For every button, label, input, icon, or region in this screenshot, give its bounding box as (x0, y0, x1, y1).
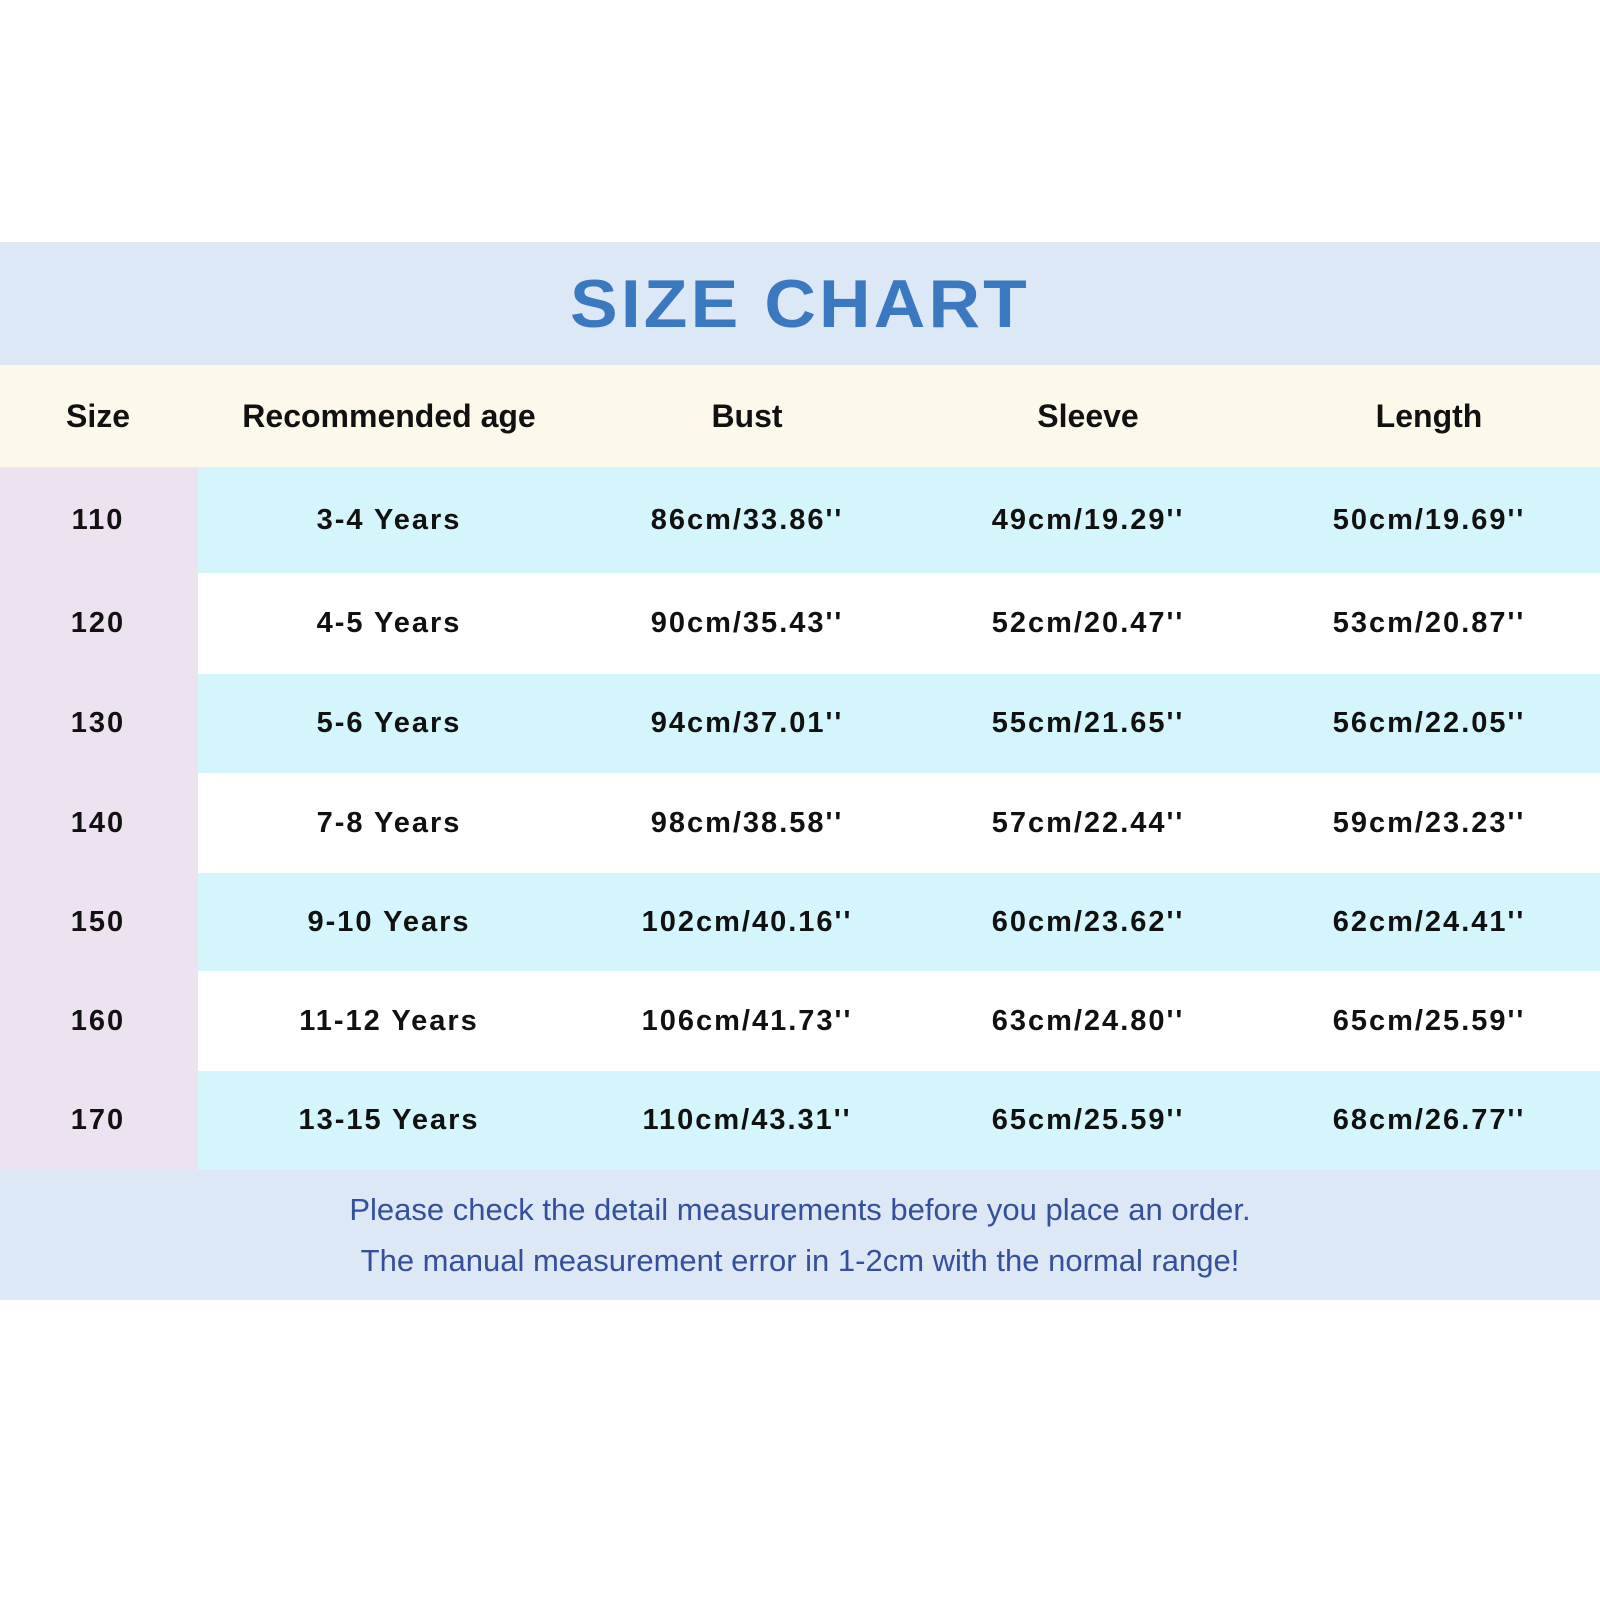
cell-age: 3-4 Years (316, 503, 462, 536)
column-header-length: Length (1375, 397, 1483, 434)
size-column-bg (0, 773, 198, 873)
cell-length: 65cm/25.59'' (1332, 1004, 1526, 1037)
size-column-bg (0, 873, 198, 971)
cell-age: 13-15 Years (298, 1104, 480, 1136)
cell-length: 59cm/23.23'' (1332, 806, 1526, 839)
cell-bust: 98cm/38.58'' (650, 806, 844, 839)
cell-size: 150 (70, 905, 126, 938)
table-row: 110 3-4 Years 86cm/33.86'' 49cm/19.29'' 50cm… (0, 467, 1600, 573)
column-header-age: Recommended age (242, 397, 536, 434)
footer-note: Please check the detail measurements bef… (0, 1170, 1600, 1300)
column-header-size: Size (65, 397, 131, 434)
cell-sleeve: 49cm/19.29'' (991, 503, 1185, 536)
title-band: SIZE CHART (0, 242, 1600, 365)
column-header-bust: Bust (711, 397, 783, 434)
footer-line-2: The manual measurement error in 1-2cm wi… (360, 1243, 1240, 1278)
cell-sleeve: 55cm/21.65'' (991, 707, 1185, 739)
cell-length: 53cm/20.87'' (1332, 607, 1526, 639)
size-column-bg (0, 971, 198, 1071)
cell-bust: 106cm/41.73'' (641, 1004, 853, 1037)
column-header-sleeve: Sleeve (1037, 397, 1139, 434)
cell-sleeve: 60cm/23.62'' (991, 905, 1185, 938)
size-column-bg (0, 674, 198, 773)
cell-bust: 94cm/37.01'' (650, 707, 844, 739)
cell-size: 140 (70, 806, 126, 839)
cell-length: 62cm/24.41'' (1332, 905, 1526, 938)
cell-bust: 102cm/40.16'' (641, 905, 853, 938)
cell-age: 4-5 Years (316, 607, 462, 639)
cell-size: 170 (70, 1104, 126, 1136)
footer-line-1: Please check the detail measurements bef… (349, 1192, 1251, 1227)
cell-length: 50cm/19.69'' (1332, 503, 1526, 536)
cell-sleeve: 57cm/22.44'' (991, 806, 1185, 839)
page-title: SIZE CHART (570, 265, 1030, 342)
cell-bust: 90cm/35.43'' (650, 607, 844, 639)
cell-size: 120 (70, 607, 126, 639)
cell-bust: 110cm/43.31'' (642, 1104, 852, 1136)
table-header: Size Recommended age Bust Sleeve Length (0, 365, 1600, 467)
table-row: 170 13-15 Years 110cm/43.31'' 65cm/25.59'' 6… (0, 1071, 1600, 1170)
cell-size: 160 (70, 1004, 126, 1037)
cell-length: 68cm/26.77'' (1332, 1104, 1526, 1136)
cell-sleeve: 65cm/25.59'' (991, 1104, 1185, 1136)
cell-age: 9-10 Years (307, 905, 471, 938)
cell-size: 130 (70, 707, 126, 739)
cell-length: 56cm/22.05'' (1332, 707, 1526, 739)
cell-age: 5-6 Years (316, 707, 462, 739)
cell-age: 7-8 Years (316, 806, 462, 839)
size-column-bg (0, 467, 198, 573)
size-column-bg (0, 573, 198, 674)
cell-size: 110 (71, 503, 125, 536)
table-row: 120 4-5 Years 90cm/35.43'' 52cm/20.47'' 53cm… (0, 573, 1600, 674)
cell-sleeve: 63cm/24.80'' (991, 1004, 1185, 1037)
cell-bust: 86cm/33.86'' (650, 503, 844, 536)
size-column-bg (0, 1071, 198, 1170)
cell-sleeve: 52cm/20.47'' (991, 607, 1185, 639)
table-row: 150 9-10 Years 102cm/40.16'' 60cm/23.62'' 62… (0, 873, 1600, 971)
table-row: 160 11-12 Years 106cm/41.73'' 63cm/24.80'' 6… (0, 971, 1600, 1071)
table-row: 140 7-8 Years 98cm/38.58'' 57cm/22.44'' 59cm… (0, 773, 1600, 873)
cell-age: 11-12 Years (299, 1004, 479, 1037)
table-row: 130 5-6 Years 94cm/37.01'' 55cm/21.65'' 56cm… (0, 674, 1600, 773)
